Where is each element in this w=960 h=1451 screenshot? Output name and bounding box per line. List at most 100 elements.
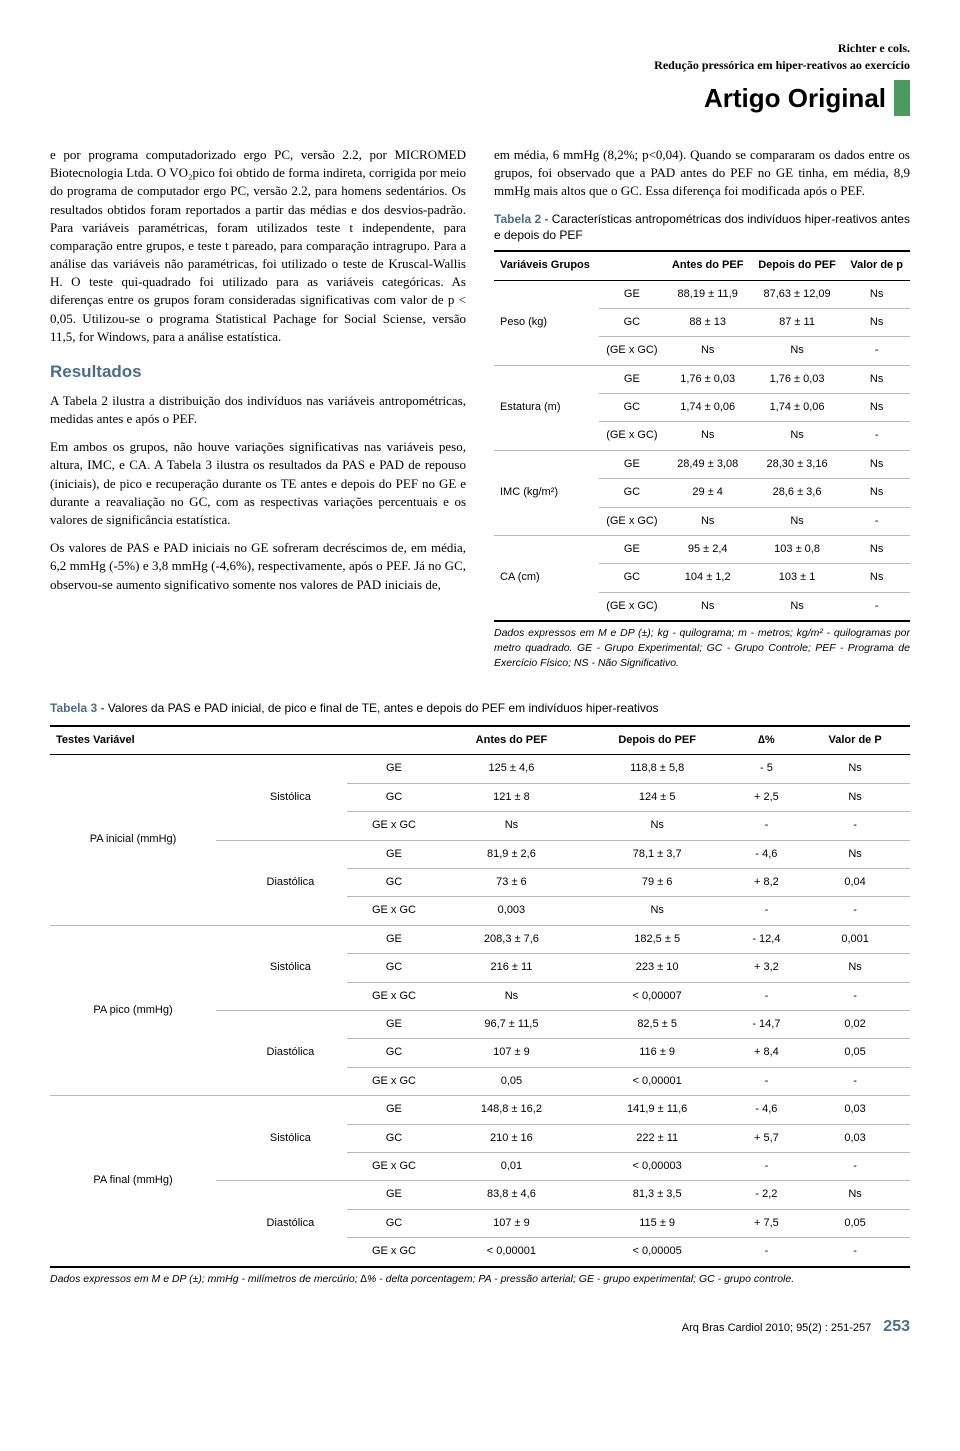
table-cell: - <box>733 812 801 840</box>
table-cell: - 4,6 <box>733 1096 801 1124</box>
sub-group-label: Diastólica <box>216 1010 347 1095</box>
table-cell: 87 ± 11 <box>751 308 844 336</box>
table2-header <box>599 251 664 280</box>
table2-header-row: Variáveis Grupos Antes do PEF Depois do … <box>494 251 910 280</box>
table-cell: (GE x GC) <box>599 422 664 450</box>
table3-header <box>216 726 347 755</box>
table-cell: 28,49 ± 3,08 <box>665 450 751 478</box>
table-cell: 0,02 <box>800 1010 910 1038</box>
table-cell: 115 ± 9 <box>582 1209 733 1237</box>
table-cell: - 12,4 <box>733 925 801 953</box>
table-cell: 104 ± 1,2 <box>665 564 751 592</box>
table-cell: < 0,00001 <box>441 1238 582 1267</box>
table-cell: 121 ± 8 <box>441 783 582 811</box>
left-column: e por programa computadorizado ergo PC, … <box>50 146 466 670</box>
table-cell: 0,001 <box>800 925 910 953</box>
table-cell: 125 ± 4,6 <box>441 755 582 783</box>
table-cell: < 0,00001 <box>582 1067 733 1095</box>
table-cell: 79 ± 6 <box>582 869 733 897</box>
table-cell: 103 ± 0,8 <box>751 536 844 564</box>
table-cell: GE <box>347 925 441 953</box>
table-cell: GC <box>347 783 441 811</box>
row-group-label: PA final (mmHg) <box>50 1096 216 1267</box>
row-group-label: Peso (kg) <box>494 280 599 365</box>
table-cell: 210 ± 16 <box>441 1124 582 1152</box>
body-paragraph: em média, 6 mmHg (8,2%; p<0,04). Quando … <box>494 146 910 201</box>
header-subtitle: Redução pressórica em hiper-reativos ao … <box>50 57 910 74</box>
table-row: PA inicial (mmHg)SistólicaGE125 ± 4,6118… <box>50 755 910 783</box>
table-cell: (GE x GC) <box>599 337 664 365</box>
table-cell: - <box>733 1238 801 1267</box>
table2: Variáveis Grupos Antes do PEF Depois do … <box>494 250 910 622</box>
table-cell: 28,6 ± 3,6 <box>751 479 844 507</box>
table-cell: GC <box>347 869 441 897</box>
table-cell: 28,30 ± 3,16 <box>751 450 844 478</box>
table-cell: 0,05 <box>800 1039 910 1067</box>
table-cell: 29 ± 4 <box>665 479 751 507</box>
table-cell: Ns <box>751 337 844 365</box>
table-cell: GE <box>347 755 441 783</box>
table-cell: GC <box>599 394 664 422</box>
table-cell: 88 ± 13 <box>665 308 751 336</box>
table-row: CA (cm)GE95 ± 2,4103 ± 0,8Ns <box>494 536 910 564</box>
table-cell: Ns <box>800 954 910 982</box>
table-cell: + 7,5 <box>733 1209 801 1237</box>
table-cell: - <box>800 1067 910 1095</box>
table-cell: Ns <box>665 507 751 535</box>
table-cell: - <box>843 592 910 621</box>
table-cell: 1,76 ± 0,03 <box>665 365 751 393</box>
table-cell: 0,04 <box>800 869 910 897</box>
table-cell: 0,01 <box>441 1152 582 1180</box>
table-cell: 78,1 ± 3,7 <box>582 840 733 868</box>
table-cell: GE <box>347 1181 441 1209</box>
table-cell: - <box>733 1067 801 1095</box>
page-header: Richter e cols. Redução pressórica em hi… <box>50 40 910 116</box>
table-cell: Ns <box>800 755 910 783</box>
footer-page-number: 253 <box>883 1316 910 1338</box>
accent-bar-icon <box>894 80 910 116</box>
table3-header: Testes Variável <box>50 726 216 755</box>
row-group-label: IMC (kg/m²) <box>494 450 599 535</box>
table2-caption-text: Características antropométricas dos indi… <box>494 212 910 243</box>
table-cell: - 4,6 <box>733 840 801 868</box>
footer-journal: Arq Bras Cardiol 2010; 95(2) : 251-257 <box>682 1321 872 1336</box>
table-cell: Ns <box>665 337 751 365</box>
sub-group-label: Diastólica <box>216 840 347 925</box>
table-cell: Ns <box>665 592 751 621</box>
table-cell: - <box>843 422 910 450</box>
table3-caption-text: Valores da PAS e PAD inicial, de pico e … <box>108 701 659 715</box>
table-cell: Ns <box>751 592 844 621</box>
table-cell: 81,9 ± 2,6 <box>441 840 582 868</box>
table-cell: + 8,4 <box>733 1039 801 1067</box>
table-cell: Ns <box>843 394 910 422</box>
table-cell: - <box>800 812 910 840</box>
table-cell: GC <box>347 1039 441 1067</box>
sub-group-label: Sistólica <box>216 1096 347 1181</box>
table3-header <box>347 726 441 755</box>
table-cell: Ns <box>843 308 910 336</box>
sub-group-label: Diastólica <box>216 1181 347 1267</box>
table-cell: 223 ± 10 <box>582 954 733 982</box>
table-cell: GE <box>347 1096 441 1124</box>
table-cell: - <box>733 982 801 1010</box>
table-cell: GE <box>599 280 664 308</box>
table-cell: 118,8 ± 5,8 <box>582 755 733 783</box>
table-row: Peso (kg)GE88,19 ± 11,987,63 ± 12,09Ns <box>494 280 910 308</box>
table-cell: GE x GC <box>347 1152 441 1180</box>
table-cell: 95 ± 2,4 <box>665 536 751 564</box>
table3-note: Dados expressos em M e DP (±); mmHg - mi… <box>50 1272 910 1287</box>
table-cell: - <box>800 1238 910 1267</box>
table2-note: Dados expressos em M e DP (±); kg - quil… <box>494 626 910 670</box>
table-cell: GE <box>347 1010 441 1038</box>
page-footer: Arq Bras Cardiol 2010; 95(2) : 251-257 2… <box>50 1316 910 1338</box>
table-cell: GE <box>599 450 664 478</box>
table-cell: Ns <box>665 422 751 450</box>
body-paragraph: Em ambos os grupos, não houve variações … <box>50 438 466 529</box>
table-cell: 1,74 ± 0,06 <box>751 394 844 422</box>
table-row: Estatura (m)GE1,76 ± 0,031,76 ± 0,03Ns <box>494 365 910 393</box>
table-cell: 81,3 ± 3,5 <box>582 1181 733 1209</box>
table-cell: Ns <box>843 564 910 592</box>
table-cell: - <box>800 982 910 1010</box>
table2-header: Variáveis Grupos <box>494 251 599 280</box>
row-group-label: Estatura (m) <box>494 365 599 450</box>
